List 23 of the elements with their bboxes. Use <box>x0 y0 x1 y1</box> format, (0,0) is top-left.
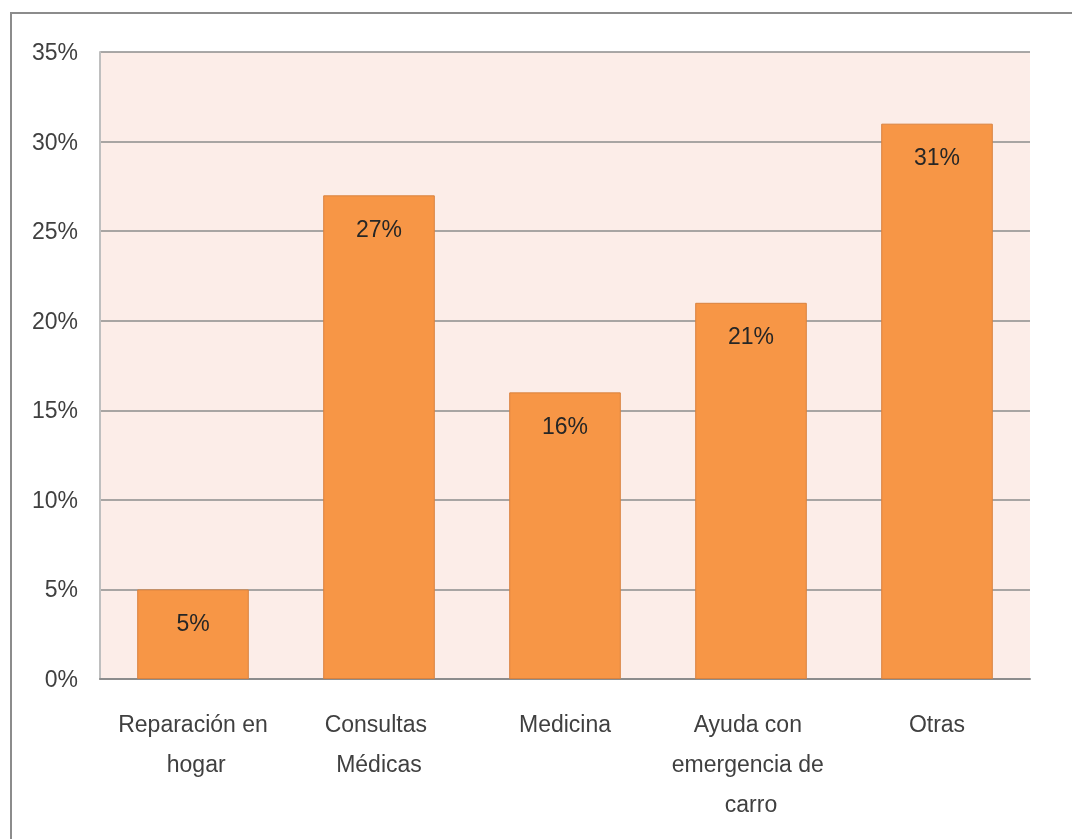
x-tick-label: Ayuda con emergencia de carro <box>671 711 831 817</box>
x-tick-label: Reparación en hogar <box>118 711 268 777</box>
bar <box>695 302 807 679</box>
y-tick-label: 20% <box>31 307 78 334</box>
y-tick-label: 0% <box>44 666 78 692</box>
y-tick-label: 35% <box>31 39 78 65</box>
data-label: 16% <box>541 412 589 439</box>
y-tick-label: 10% <box>31 486 78 513</box>
y-tick-label: 5% <box>44 576 78 603</box>
bar <box>137 589 249 679</box>
data-label: 21% <box>727 323 775 350</box>
data-label: 31% <box>913 144 961 171</box>
bar <box>509 392 621 679</box>
data-label: 5% <box>176 609 210 636</box>
bar <box>881 123 993 679</box>
y-tick-label: 30% <box>31 128 78 155</box>
x-tick-label: Medicina <box>518 711 612 737</box>
bar <box>323 195 435 679</box>
y-tick-label: 25% <box>31 218 78 245</box>
data-label: 27% <box>355 215 403 242</box>
y-tick-label: 15% <box>31 397 78 424</box>
x-tick-label: Otras <box>908 711 966 737</box>
x-tick-label: Consultas Médicas <box>324 711 434 777</box>
